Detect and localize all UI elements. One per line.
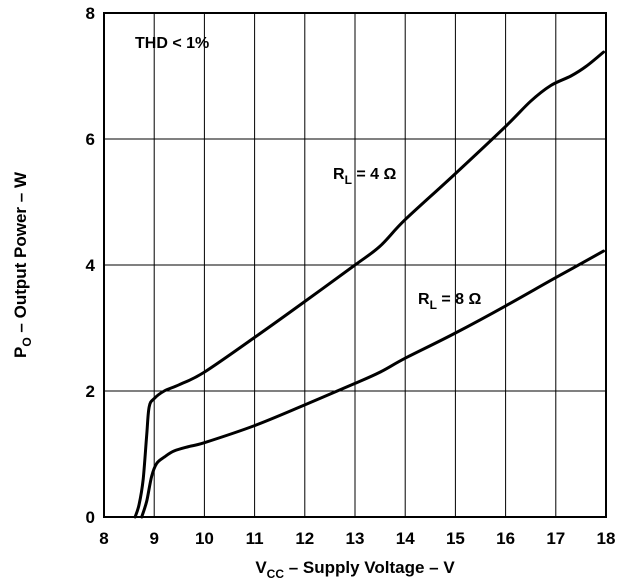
x-tick-label: 10 [195,529,214,548]
x-tick-label: 9 [149,529,158,548]
x-tick-label: 14 [396,529,415,548]
y-axis-title: PO – Output Power – W [11,171,34,358]
series-label-4-ohm: RL = 4 Ω [333,166,396,187]
series-line-8-ohm [140,249,605,519]
thd-annotation: THD < 1% [135,35,209,52]
series-line-4-ohm [133,50,605,519]
plot-frame [103,12,607,518]
x-tick-label: 8 [99,529,108,548]
x-axis-title: VCC – Supply Voltage – V [255,558,455,581]
x-tick-label: 17 [546,529,565,548]
y-tick-label: 8 [86,4,95,23]
y-tick-label: 0 [86,508,95,527]
x-tick-label: 13 [346,529,365,548]
y-tick-label: 2 [86,382,95,401]
y-tick-label: 6 [86,130,95,149]
series-layer [133,50,605,519]
x-tick-label: 15 [446,529,465,548]
x-tick-label: 12 [295,529,314,548]
series-label-8-ohm: RL = 8 Ω [418,291,481,312]
tick-labels: 8 9 10 11 12 13 14 15 16 17 18 0 2 4 6 8 [86,4,616,548]
x-tick-label: 16 [496,529,515,548]
y-tick-label: 4 [86,256,96,275]
x-tick-label: 11 [246,529,264,548]
x-tick-label: 18 [597,529,616,548]
